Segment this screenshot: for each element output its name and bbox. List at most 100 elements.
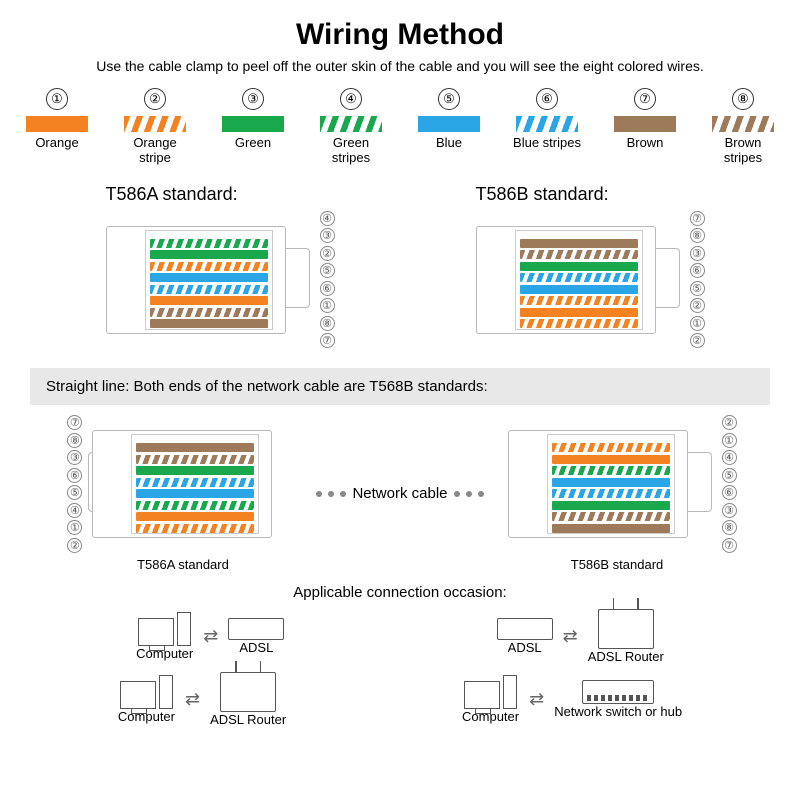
pin-number: ⑤ bbox=[722, 468, 737, 483]
wire bbox=[150, 296, 268, 305]
wire bbox=[520, 239, 638, 248]
pin-number: ⑤ bbox=[67, 485, 82, 500]
std-b-title: T586B standard: bbox=[476, 184, 705, 205]
wire bbox=[136, 512, 254, 521]
legend-number: ⑦ bbox=[634, 88, 656, 110]
pin-number: ② bbox=[690, 333, 705, 348]
pin-number: ① bbox=[722, 433, 737, 448]
wire bbox=[520, 296, 638, 305]
pin-number: ③ bbox=[320, 228, 335, 243]
wire bbox=[552, 524, 670, 533]
legend-number: ① bbox=[46, 88, 68, 110]
wire bbox=[150, 239, 268, 248]
legend-number: ③ bbox=[242, 88, 264, 110]
hub-icon bbox=[582, 680, 654, 704]
computer-icon bbox=[138, 612, 191, 646]
wire bbox=[136, 478, 254, 487]
pin-number: ② bbox=[67, 538, 82, 553]
connection-item: Computer ⇄ Network switch or hub bbox=[462, 672, 682, 727]
legend-label: Blue stripes bbox=[513, 136, 581, 151]
std-a-title: T586A standard: bbox=[106, 184, 335, 205]
wire bbox=[150, 273, 268, 282]
legend-item: ③ Green bbox=[217, 88, 289, 166]
straight-right-caption: T586B standard bbox=[498, 557, 737, 572]
legend-item: ⑦ Brown bbox=[609, 88, 681, 166]
wire bbox=[520, 319, 638, 328]
pin-number: ⑦ bbox=[320, 333, 335, 348]
connection-item: Computer ⇄ ADSL bbox=[136, 609, 284, 664]
device-label: ADSL bbox=[239, 640, 273, 655]
rj45-connector bbox=[466, 220, 686, 340]
color-swatch bbox=[418, 116, 480, 132]
device-label: ADSL Router bbox=[588, 649, 664, 664]
pin-number: ⑦ bbox=[722, 538, 737, 553]
wire bbox=[520, 250, 638, 259]
straight-row: ⑦⑧③⑥⑤④①② T586A standard Network cable ②①… bbox=[0, 415, 800, 572]
connection-item: ADSL ⇄ ADSL Router bbox=[497, 609, 664, 664]
color-swatch bbox=[222, 116, 284, 132]
pin-number: ③ bbox=[690, 246, 705, 261]
standards-row: T586A standard: ④③②⑤⑥①⑧⑦ T586B standard:… bbox=[0, 184, 800, 349]
wire bbox=[150, 285, 268, 294]
pin-number: ⑥ bbox=[722, 485, 737, 500]
bidir-arrow-icon: ⇄ bbox=[185, 689, 200, 710]
wire bbox=[552, 501, 670, 510]
wire bbox=[150, 319, 268, 328]
color-swatch bbox=[124, 116, 186, 132]
device-label: ADSL bbox=[508, 640, 542, 655]
pin-number: ④ bbox=[67, 503, 82, 518]
legend-number: ⑧ bbox=[732, 88, 754, 110]
pin-number: ① bbox=[690, 316, 705, 331]
wire bbox=[520, 285, 638, 294]
page-subtitle: Use the cable clamp to peel off the oute… bbox=[0, 58, 800, 74]
wire bbox=[552, 443, 670, 452]
wire bbox=[136, 466, 254, 475]
pin-number: ⑥ bbox=[320, 281, 335, 296]
pin-number: ⑧ bbox=[67, 433, 82, 448]
pin-number: ③ bbox=[722, 503, 737, 518]
wire bbox=[150, 262, 268, 271]
wire bbox=[552, 512, 670, 521]
legend-item: ① Orange bbox=[21, 88, 93, 166]
pin-number: ② bbox=[320, 246, 335, 261]
pin-labels: ②①④⑤⑥③⑧⑦ bbox=[722, 415, 737, 553]
pin-labels: ⑦⑧③⑥⑤④①② bbox=[67, 415, 82, 553]
legend-number: ⑥ bbox=[536, 88, 558, 110]
rj45-connector bbox=[498, 424, 718, 544]
applicable-title: Applicable connection occasion: bbox=[0, 584, 800, 601]
computer-icon bbox=[464, 675, 517, 709]
pin-number: ⑤ bbox=[690, 281, 705, 296]
wire bbox=[150, 250, 268, 259]
legend-item: ⑤ Blue bbox=[413, 88, 485, 166]
bidir-arrow-icon: ⇄ bbox=[203, 626, 218, 647]
legend-number: ⑤ bbox=[438, 88, 460, 110]
pin-number: ⑧ bbox=[690, 228, 705, 243]
legend-item: ⑥ Blue stripes bbox=[511, 88, 583, 166]
wire bbox=[136, 524, 254, 533]
router-icon bbox=[598, 609, 654, 649]
network-cable-label: Network cable bbox=[316, 485, 483, 502]
legend-item: ⑧ Brown stripes bbox=[707, 88, 779, 166]
pin-number: ① bbox=[67, 520, 82, 535]
pin-number: ① bbox=[320, 298, 335, 313]
pin-number: ③ bbox=[67, 450, 82, 465]
color-swatch bbox=[26, 116, 88, 132]
computer-icon bbox=[120, 675, 173, 709]
pin-number: ② bbox=[722, 415, 737, 430]
legend-number: ② bbox=[144, 88, 166, 110]
wire bbox=[552, 455, 670, 464]
legend-item: ④ Green stripes bbox=[315, 88, 387, 166]
legend-label: Orange stripe bbox=[119, 136, 191, 166]
legend-number: ④ bbox=[340, 88, 362, 110]
pin-number: ⑧ bbox=[320, 316, 335, 331]
rj45-connector bbox=[96, 220, 316, 340]
wire bbox=[520, 262, 638, 271]
connection-item: Computer ⇄ ADSL Router bbox=[118, 672, 286, 727]
pin-number: ⑥ bbox=[690, 263, 705, 278]
device-label: ADSL Router bbox=[210, 712, 286, 727]
color-swatch bbox=[516, 116, 578, 132]
wire bbox=[150, 308, 268, 317]
connections-grid: Computer ⇄ ADSLADSL ⇄ ADSL RouterCompute… bbox=[0, 609, 800, 727]
bidir-arrow-icon: ⇄ bbox=[529, 689, 544, 710]
wire bbox=[136, 501, 254, 510]
